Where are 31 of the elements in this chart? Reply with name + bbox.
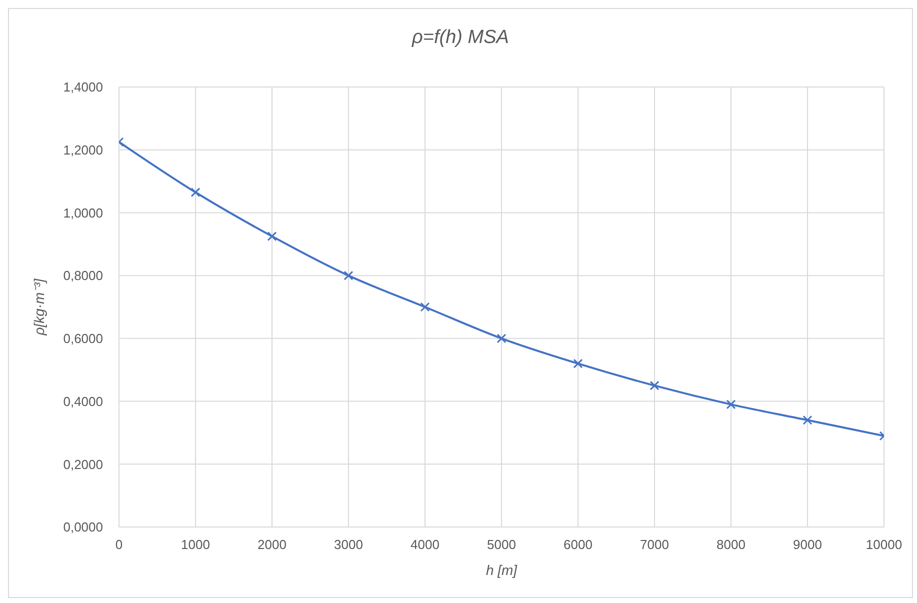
x-tick-label: 9000: [793, 537, 822, 552]
x-tick-label: 3000: [334, 537, 363, 552]
y-tick-label: 0,6000: [63, 331, 103, 346]
point: [267, 232, 277, 242]
y-tick-label: 0,4000: [63, 394, 103, 409]
x-tick-label: 0: [115, 537, 123, 552]
y-tick-label: 0,8000: [63, 268, 103, 284]
point: [650, 380, 660, 390]
x-tick-label: 1000: [181, 537, 210, 552]
x-tick-label: 6000: [564, 537, 592, 552]
x-tick-label: 5000: [487, 537, 516, 552]
y-tick-label: 0,2000: [63, 456, 103, 472]
y-tick-label: 1,2000: [63, 142, 103, 158]
y-tick-label: 1,0000: [63, 205, 103, 220]
y-tick-label: 1,4000: [63, 80, 103, 95]
point: [190, 188, 200, 198]
point: [726, 400, 736, 410]
point: [420, 302, 430, 312]
point: [573, 358, 583, 368]
point: [344, 270, 354, 280]
x-tick-label: 10000: [866, 537, 902, 552]
x-tick-label: 7000: [640, 537, 669, 552]
chart-title: ρ=f(h) MSA: [410, 27, 510, 50]
x-tick-label: 2000: [258, 537, 286, 552]
point: [802, 415, 812, 425]
y-axis-title: ρ[kg·m⁻³]: [30, 278, 47, 336]
point: [496, 334, 506, 344]
x-axis-title: h [m]: [486, 562, 518, 578]
x-tick-label: 4000: [410, 537, 440, 552]
x-tick-label: 8000: [716, 537, 746, 552]
y-tick-label: 0,0000: [63, 520, 103, 535]
